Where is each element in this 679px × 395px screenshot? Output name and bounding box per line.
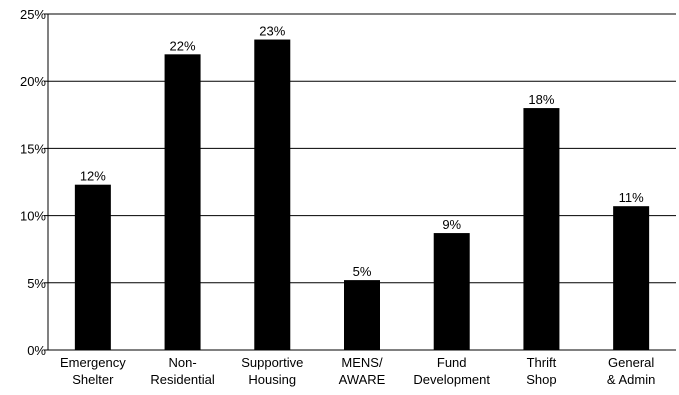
x-tick-label: Shop	[526, 372, 556, 387]
x-tick-label: Emergency	[60, 355, 126, 370]
y-tick-label: 20%	[20, 74, 46, 89]
data-label: 18%	[528, 92, 554, 107]
x-tick-label: & Admin	[607, 372, 655, 387]
x-tick-label: Shelter	[72, 372, 114, 387]
x-tick-label: Housing	[248, 372, 296, 387]
bar	[613, 206, 650, 350]
bar	[254, 39, 291, 350]
x-tick-label: Development	[413, 372, 490, 387]
y-tick-label: 0%	[27, 343, 46, 358]
bar	[344, 280, 380, 350]
x-tick-label: General	[608, 355, 654, 370]
y-tick-label: 15%	[20, 141, 46, 156]
x-tick-label: Non-	[168, 355, 196, 370]
x-tick-label: AWARE	[339, 372, 386, 387]
bar	[523, 108, 560, 350]
y-tick-label: 5%	[27, 276, 46, 291]
y-tick-labels: 0% 5% 10% 15% 20% 25%	[20, 7, 46, 358]
data-label: 5%	[353, 264, 372, 279]
data-label: 9%	[442, 217, 461, 232]
x-tick-label: Fund	[437, 355, 467, 370]
data-label: 23%	[259, 24, 285, 39]
bars	[74, 39, 650, 350]
data-label: 12%	[80, 169, 106, 184]
x-tick-label: Residential	[150, 372, 214, 387]
data-label: 22%	[170, 38, 196, 53]
axes	[44, 13, 676, 351]
x-tick-label: Thrift	[527, 355, 557, 370]
y-tick-label: 10%	[20, 209, 46, 224]
bar	[164, 54, 201, 350]
data-label: 11%	[619, 190, 644, 205]
x-tick-labels: Emergency Shelter Non- Residential Supportiv…	[60, 355, 655, 387]
bar	[74, 184, 111, 350]
y-tick-label: 25%	[20, 7, 46, 22]
x-tick-label: Supportive	[241, 355, 303, 370]
data-labels: 12% 22% 23% 5% 9% 18% 11%	[80, 24, 644, 280]
bar	[433, 233, 470, 350]
x-tick-label: MENS/	[341, 355, 383, 370]
